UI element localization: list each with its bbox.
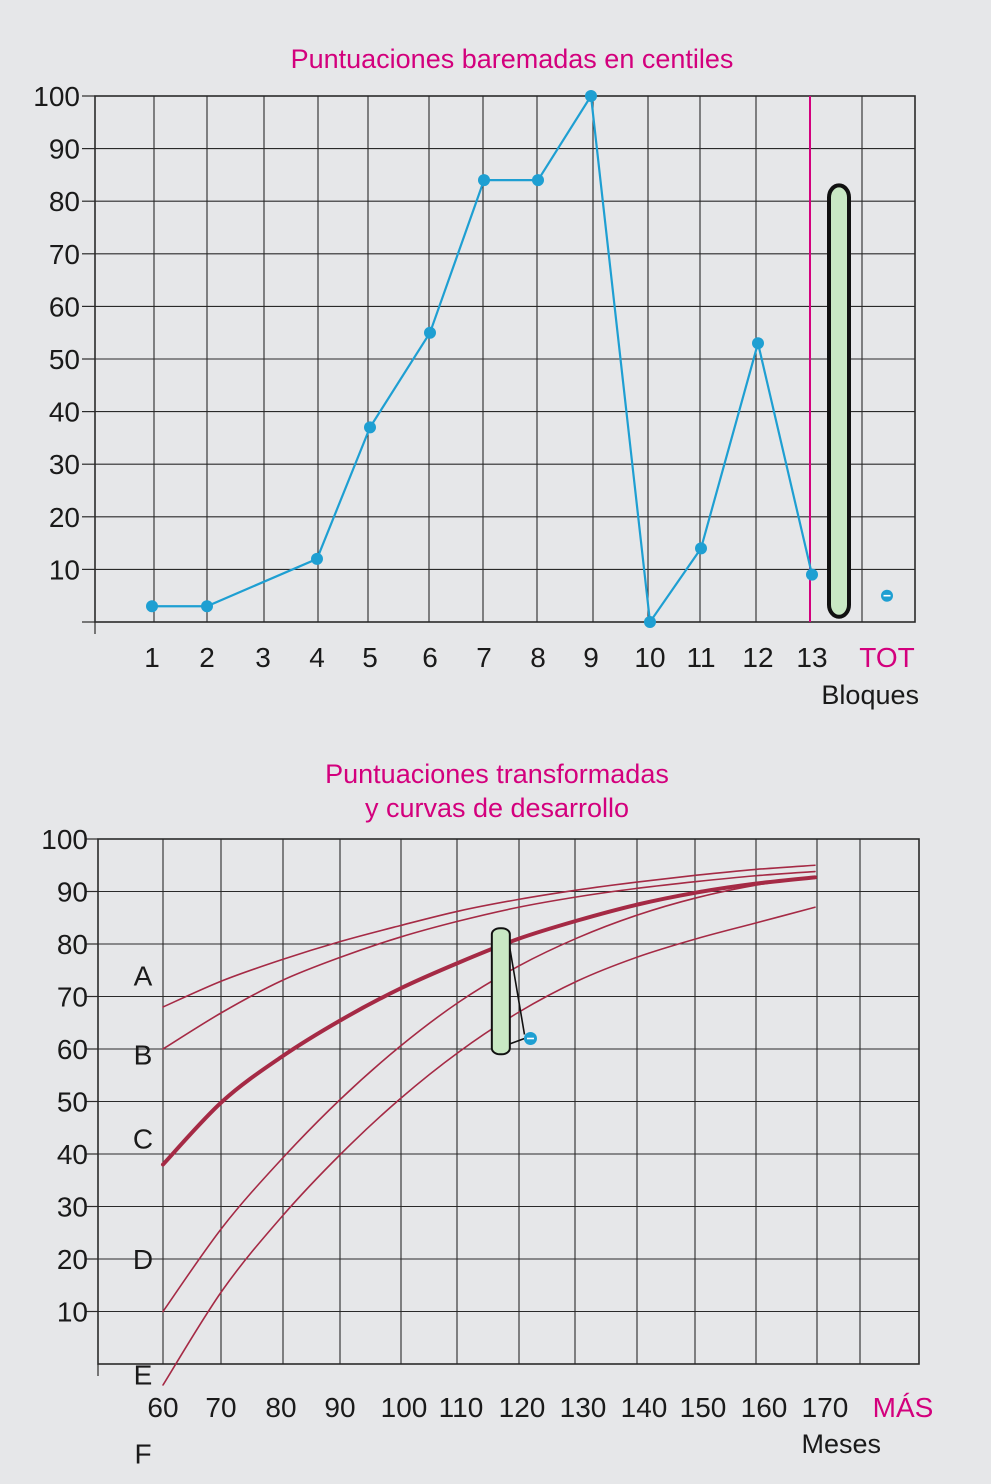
development-curve-c <box>161 875 817 1167</box>
x-tick-label: 3 <box>255 642 271 673</box>
x-tick-label: 1 <box>144 642 160 673</box>
y-tick-label: 20 <box>57 1244 88 1275</box>
y-tick-label: 100 <box>33 81 80 112</box>
centile-point <box>364 421 376 434</box>
centile-chart-title: Puntuaciones baremadas en centiles <box>291 44 734 74</box>
x-tick-label: 13 <box>796 642 827 673</box>
centile-point <box>201 600 213 613</box>
curve-label: F <box>134 1438 151 1469</box>
y-tick-label: 80 <box>57 929 88 960</box>
y-tick-label: 10 <box>57 1297 88 1328</box>
centile-point <box>532 174 544 187</box>
centile-point <box>752 337 764 350</box>
x-tick-label-mas: MÁS <box>873 1392 934 1423</box>
x-tick-label: 12 <box>742 642 773 673</box>
y-tick-label: 100 <box>41 824 88 855</box>
centile-point <box>644 616 656 628</box>
y-tick-label: 50 <box>49 344 80 375</box>
x-tick-label: 4 <box>309 642 325 673</box>
x-tick-label: 130 <box>560 1392 607 1423</box>
x-tick-label-tot: TOT <box>859 642 914 673</box>
x-tick-label: 80 <box>265 1392 296 1423</box>
development-chart-x-ticks: 60 70 80 90 100 110 120 130 140 150 160 170 MÁS <box>147 1392 933 1423</box>
tot-range-bar <box>827 183 851 619</box>
development-curve-labels: A B C D E F <box>133 961 153 1470</box>
x-tick-label: 2 <box>199 642 215 673</box>
centile-point <box>585 90 597 102</box>
centile-point <box>478 174 490 187</box>
centile-point <box>146 600 158 613</box>
development-chart: Puntuaciones transformadas y curvas de de… <box>41 759 933 1469</box>
x-tick-label: 110 <box>439 1392 484 1423</box>
development-chart-y-ticks: 100 90 80 70 60 50 40 30 20 10 <box>41 824 88 1328</box>
development-curve-b <box>162 870 816 1050</box>
development-chart-marks <box>490 927 537 1056</box>
x-tick-label: 160 <box>741 1392 788 1423</box>
x-tick-label: 100 <box>381 1392 428 1423</box>
x-tick-label: 140 <box>621 1392 668 1423</box>
y-tick-label: 70 <box>49 239 80 270</box>
development-curves <box>161 864 817 1386</box>
curve-label: A <box>134 961 153 992</box>
x-tick-label: 9 <box>583 642 599 673</box>
x-tick-label: 7 <box>476 642 492 673</box>
x-tick-label: 120 <box>499 1392 546 1423</box>
development-chart-x-axis-label: Meses <box>801 1429 881 1459</box>
centile-chart-x-axis-label: Bloques <box>821 680 919 710</box>
curve-label: D <box>133 1244 153 1275</box>
centile-point <box>311 552 323 565</box>
centile-series-line <box>152 92 814 626</box>
curve-label: E <box>134 1360 153 1391</box>
y-tick-label: 60 <box>57 1034 88 1065</box>
y-tick-label: 70 <box>57 982 88 1013</box>
y-tick-label: 10 <box>49 554 80 585</box>
x-tick-label: 5 <box>362 642 378 673</box>
y-tick-label: 90 <box>49 134 80 165</box>
centile-chart: Puntuaciones baremadas en centiles 100 90… <box>33 44 919 710</box>
x-tick-label: 90 <box>324 1392 355 1423</box>
x-tick-label: 60 <box>147 1392 178 1423</box>
development-chart-title: Puntuaciones transformadas y curvas de de… <box>325 759 669 823</box>
development-curve-f <box>162 906 816 1386</box>
curve-label: B <box>134 1039 153 1070</box>
range-bar-connector <box>508 942 526 1035</box>
range-bar-connector <box>508 1037 525 1046</box>
centile-point <box>695 542 707 555</box>
centile-chart-x-ticks: 1 2 3 4 5 6 7 8 9 10 11 12 13 TOT <box>144 642 915 673</box>
x-tick-label: 8 <box>530 642 546 673</box>
centile-chart-y-ticks: 100 90 80 70 60 50 40 30 20 10 <box>33 81 80 585</box>
range-bar <box>490 927 511 1056</box>
y-tick-label: 50 <box>57 1087 88 1118</box>
x-tick-label: 170 <box>802 1392 849 1423</box>
development-curve-a <box>162 864 816 1008</box>
centile-chart-marks <box>146 90 893 628</box>
curve-label: C <box>133 1123 153 1154</box>
y-tick-label: 40 <box>49 397 80 428</box>
centile-chart-grid <box>82 95 916 634</box>
x-tick-label: 6 <box>422 642 438 673</box>
x-tick-label: 11 <box>686 642 715 673</box>
x-tick-label: 150 <box>680 1392 727 1423</box>
centile-point <box>424 326 436 339</box>
y-tick-label: 30 <box>57 1192 88 1223</box>
development-curve-d <box>162 876 816 1313</box>
y-tick-label: 30 <box>49 449 80 480</box>
y-tick-label: 40 <box>57 1139 88 1170</box>
y-tick-label: 90 <box>57 877 88 908</box>
x-tick-label: 70 <box>205 1392 236 1423</box>
y-tick-label: 60 <box>49 291 80 322</box>
x-tick-label: 10 <box>634 642 665 673</box>
y-tick-label: 80 <box>49 186 80 217</box>
y-tick-label: 20 <box>49 502 80 533</box>
development-chart-grid <box>86 838 920 1376</box>
centile-point <box>806 568 818 581</box>
